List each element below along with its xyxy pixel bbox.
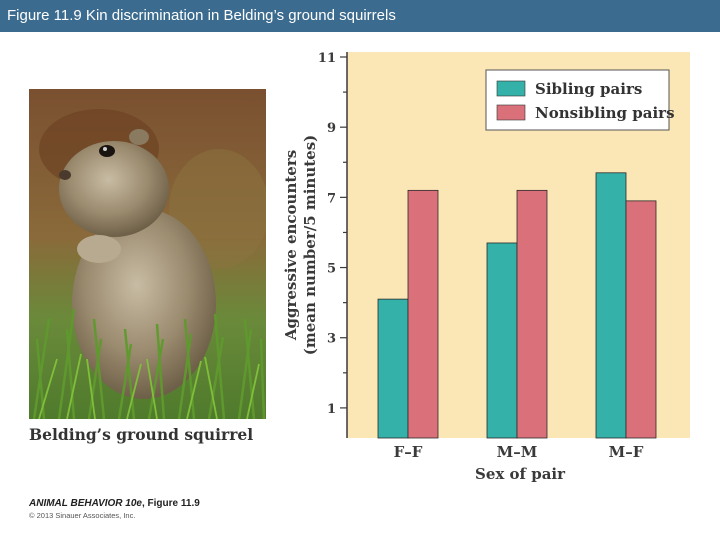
y-tick-label: 1 — [327, 402, 336, 417]
y-tick-label: 3 — [327, 332, 336, 347]
y-tick-label: 7 — [327, 191, 336, 206]
credit-book: ANIMAL BEHAVIOR 10e — [29, 498, 142, 509]
x-tick-label: M–F — [609, 443, 644, 461]
credit-figure: , Figure 11.9 — [141, 498, 200, 509]
title-bar: Figure 11.9 Kin discrimination in Beldin… — [0, 0, 720, 32]
bar-sibling-0 — [377, 298, 409, 439]
y-tick-label: 5 — [327, 262, 336, 277]
legend: Sibling pairs Nonsibling pairs — [485, 69, 675, 131]
legend-swatch-sibling — [496, 80, 526, 97]
bar-sibling-2 — [595, 172, 627, 439]
bar-nonsibling-1 — [516, 189, 548, 439]
x-axis-title: Sex of pair — [475, 465, 566, 483]
slide-title: Figure 11.9 Kin discrimination in Beldin… — [7, 7, 396, 24]
bar-nonsibling-0 — [407, 189, 439, 439]
credit-copyright: © 2013 Sinauer Associates, Inc. — [29, 511, 136, 520]
y-axis-subtitle: (mean number/5 minutes) — [301, 135, 319, 356]
legend-label-nonsibling: Nonsibling pairs — [535, 104, 675, 122]
x-tick-label: F–F — [394, 443, 423, 461]
y-tick-label: 9 — [327, 121, 336, 136]
x-tick-label: M–M — [497, 443, 538, 461]
bar-sibling-1 — [486, 242, 518, 439]
photo-caption: Belding’s ground squirrel — [29, 425, 254, 444]
y-tick-label: 11 — [318, 51, 336, 66]
legend-label-sibling: Sibling pairs — [535, 80, 642, 98]
squirrel-photo — [29, 89, 266, 419]
credit-title: ANIMAL BEHAVIOR 10e, Figure 11.9 — [29, 498, 200, 509]
legend-swatch-nonsibling — [496, 104, 526, 121]
y-axis-title: Aggressive encounters — [282, 150, 300, 341]
bar-nonsibling-2 — [625, 200, 657, 439]
